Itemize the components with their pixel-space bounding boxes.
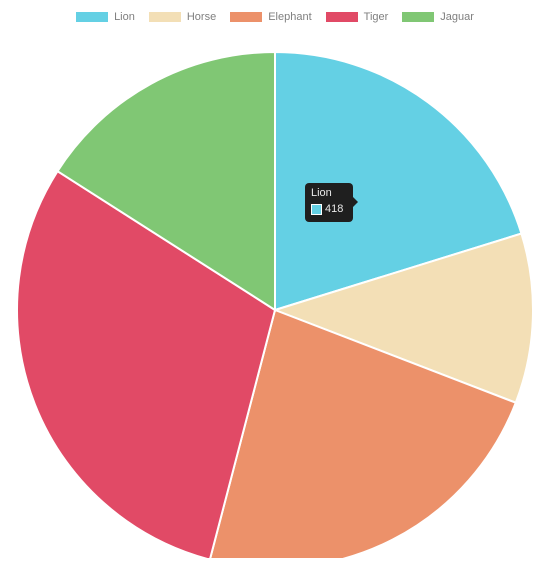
legend-swatch	[149, 12, 181, 22]
legend-label: Elephant	[268, 11, 311, 23]
legend-label: Horse	[187, 11, 216, 23]
legend-label: Lion	[114, 11, 135, 23]
legend-item-jaguar[interactable]: Jaguar	[402, 11, 474, 23]
legend-swatch	[76, 12, 108, 22]
legend-item-lion[interactable]: Lion	[76, 11, 135, 23]
pie-slices	[17, 52, 533, 558]
legend-swatch	[230, 12, 262, 22]
legend: Lion Horse Elephant Tiger Jaguar	[0, 0, 550, 28]
pie-chart-container: Lion Horse Elephant Tiger Jaguar	[0, 0, 550, 561]
legend-swatch	[402, 12, 434, 22]
legend-label: Tiger	[364, 11, 389, 23]
legend-item-tiger[interactable]: Tiger	[326, 11, 389, 23]
legend-label: Jaguar	[440, 11, 474, 23]
legend-item-elephant[interactable]: Elephant	[230, 11, 311, 23]
pie-area: Lion 418	[0, 28, 550, 558]
legend-item-horse[interactable]: Horse	[149, 11, 216, 23]
pie-svg	[0, 28, 550, 558]
legend-swatch	[326, 12, 358, 22]
